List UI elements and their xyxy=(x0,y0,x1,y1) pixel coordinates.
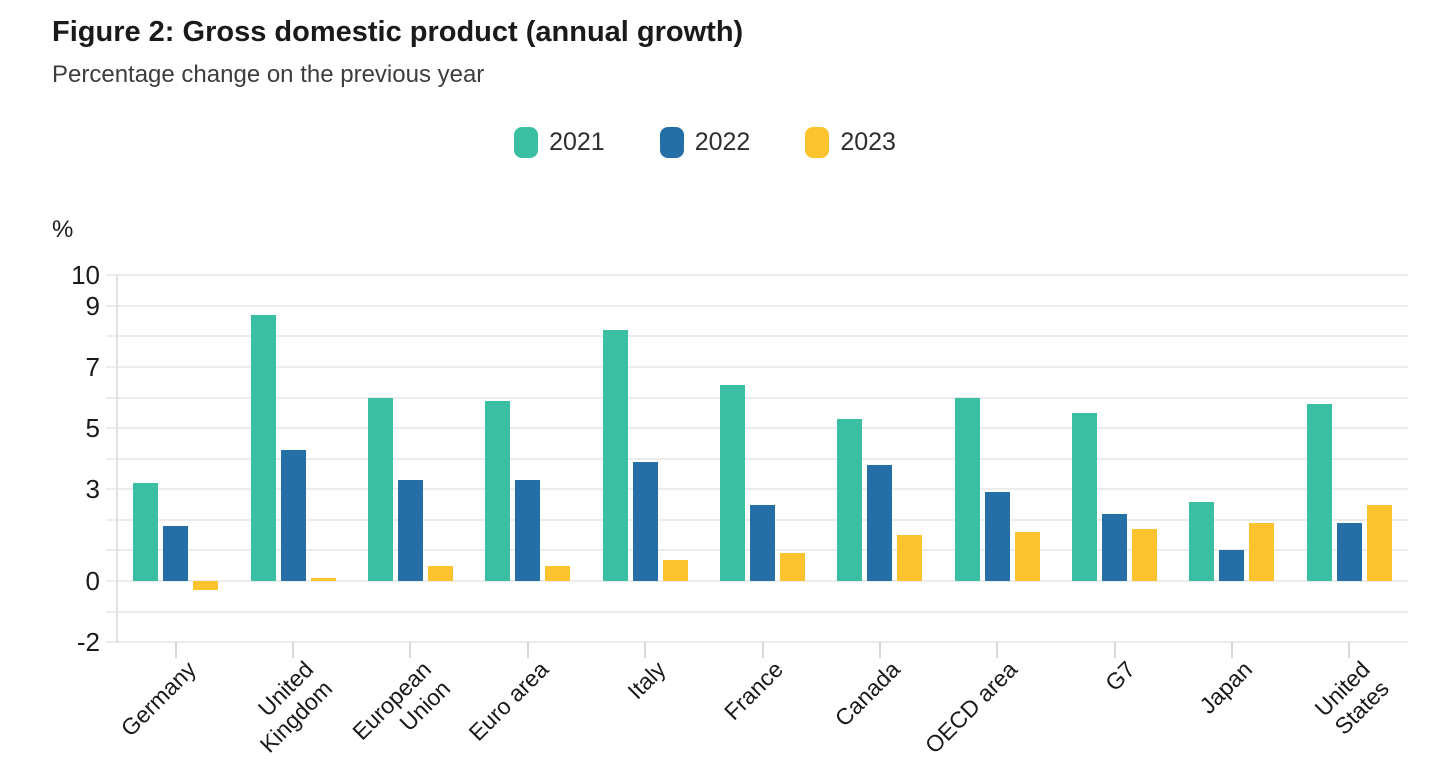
bar-g7-2021[interactable] xyxy=(1072,412,1098,581)
x-axis-label-canada: Canada xyxy=(829,656,906,732)
bar-japan-2023[interactable] xyxy=(1249,522,1275,581)
bar-canada-2023[interactable] xyxy=(897,535,923,581)
bar-japan-2022[interactable] xyxy=(1219,550,1245,581)
bar-oecd-area-2022[interactable] xyxy=(984,492,1010,581)
bar-european-union-2023[interactable] xyxy=(427,565,453,581)
bar-european-union-2021[interactable] xyxy=(367,397,393,581)
bar-oecd-area-2021[interactable] xyxy=(954,397,980,581)
bar-france-2022[interactable] xyxy=(750,504,775,581)
x-axis-tick-canada xyxy=(878,642,881,658)
x-axis-label-european-union: European Union xyxy=(346,656,455,745)
x-axis-tick-european-union xyxy=(409,642,412,658)
x-axis-label-united-states: United States xyxy=(1309,656,1394,740)
bar-g7-2022[interactable] xyxy=(1102,513,1128,581)
figure-subtitle: Percentage change on the previous year xyxy=(52,61,485,88)
bar-united-kingdom-2021[interactable] xyxy=(250,315,276,581)
bar-euro-area-2021[interactable] xyxy=(485,400,511,581)
x-axis-label-euro-area: Euro area xyxy=(463,656,554,746)
bar-g7-2023[interactable] xyxy=(1132,529,1158,581)
legend-label-2021: 2021 xyxy=(549,128,605,156)
x-axis-tick-euro-area xyxy=(526,642,529,658)
x-axis-label-france: France xyxy=(718,656,788,726)
bar-euro-area-2023[interactable] xyxy=(545,565,571,581)
gridline-6 xyxy=(106,396,1408,399)
x-axis-label-germany: Germany xyxy=(115,656,202,742)
y-axis-tick-label-0: 0 xyxy=(85,566,100,596)
x-axis-label-united-kingdom: United Kingdom xyxy=(253,656,338,758)
y-axis-tick-label-10: 10 xyxy=(71,260,100,291)
x-axis-tick-japan xyxy=(1230,642,1233,658)
legend-swatch-2022 xyxy=(659,127,684,158)
x-axis-tick-france xyxy=(761,642,764,658)
gridline-0 xyxy=(106,580,1408,582)
figure-title: Figure 2: Gross domestic product (annual… xyxy=(52,16,744,48)
legend-item-2021[interactable]: 2021 xyxy=(514,127,605,158)
x-axis-tick-oecd-area xyxy=(996,642,999,658)
gridline-9 xyxy=(106,304,1408,307)
legend-item-2023[interactable]: 2023 xyxy=(805,127,896,158)
bar-united-states-2021[interactable] xyxy=(1306,403,1332,581)
bar-japan-2021[interactable] xyxy=(1189,501,1215,581)
x-axis-label-italy: Italy xyxy=(622,656,671,705)
bar-united-kingdom-2022[interactable] xyxy=(280,449,306,581)
bar-france-2023[interactable] xyxy=(780,553,805,581)
y-axis-line xyxy=(116,275,118,643)
bar-italy-2023[interactable] xyxy=(662,559,688,581)
legend: 2021 2022 2023 xyxy=(0,127,1410,158)
bar-canada-2021[interactable] xyxy=(837,419,863,581)
y-axis-tick-label-5: 5 xyxy=(85,413,100,444)
x-axis-tick-germany xyxy=(174,642,177,658)
bar-germany-2021[interactable] xyxy=(133,483,159,581)
bar-france-2021[interactable] xyxy=(720,385,745,581)
x-axis-label-japan: Japan xyxy=(1194,656,1258,719)
gridline-3 xyxy=(106,488,1408,491)
x-axis-tick-united-kingdom xyxy=(292,642,295,658)
bar-united-states-2023[interactable] xyxy=(1366,504,1392,581)
bar-canada-2022[interactable] xyxy=(867,464,893,581)
x-axis-label-g7: G7 xyxy=(1099,656,1140,697)
gridline--2 xyxy=(106,641,1408,644)
bar-united-states-2022[interactable] xyxy=(1336,522,1362,581)
legend-swatch-2021 xyxy=(514,127,539,158)
x-axis-tick-g7 xyxy=(1113,642,1116,658)
gridline-4 xyxy=(106,457,1408,460)
y-axis-tick-label-3: 3 xyxy=(85,474,100,505)
gridline-7 xyxy=(106,366,1408,369)
gridline-5 xyxy=(106,427,1408,430)
gridline--1 xyxy=(106,610,1408,613)
legend-label-2022: 2022 xyxy=(694,128,751,156)
bar-italy-2021[interactable] xyxy=(602,330,628,581)
y-axis-tick-label-9: 9 xyxy=(85,290,100,321)
x-axis-tick-italy xyxy=(644,642,647,658)
x-axis-tick-united-states xyxy=(1348,642,1351,658)
bar-germany-2022[interactable] xyxy=(163,525,189,581)
legend-label-2023: 2023 xyxy=(840,128,896,156)
bar-euro-area-2022[interactable] xyxy=(515,480,541,581)
gridline-8 xyxy=(106,335,1408,338)
x-axis-label-oecd-area: OECD area xyxy=(920,656,1023,759)
bar-oecd-area-2023[interactable] xyxy=(1014,532,1040,581)
bar-germany-2023[interactable] xyxy=(193,581,219,591)
y-axis-tick-label--2: -2 xyxy=(76,627,100,658)
y-axis-tick-label-7: 7 xyxy=(85,352,100,383)
bar-european-union-2022[interactable] xyxy=(397,480,423,581)
bar-united-kingdom-2023[interactable] xyxy=(310,577,336,581)
legend-swatch-2023 xyxy=(805,127,830,158)
legend-item-2022[interactable]: 2022 xyxy=(659,127,751,158)
bar-italy-2022[interactable] xyxy=(632,461,658,581)
gridline-10 xyxy=(106,274,1408,277)
y-axis-unit-label: % xyxy=(52,216,74,243)
